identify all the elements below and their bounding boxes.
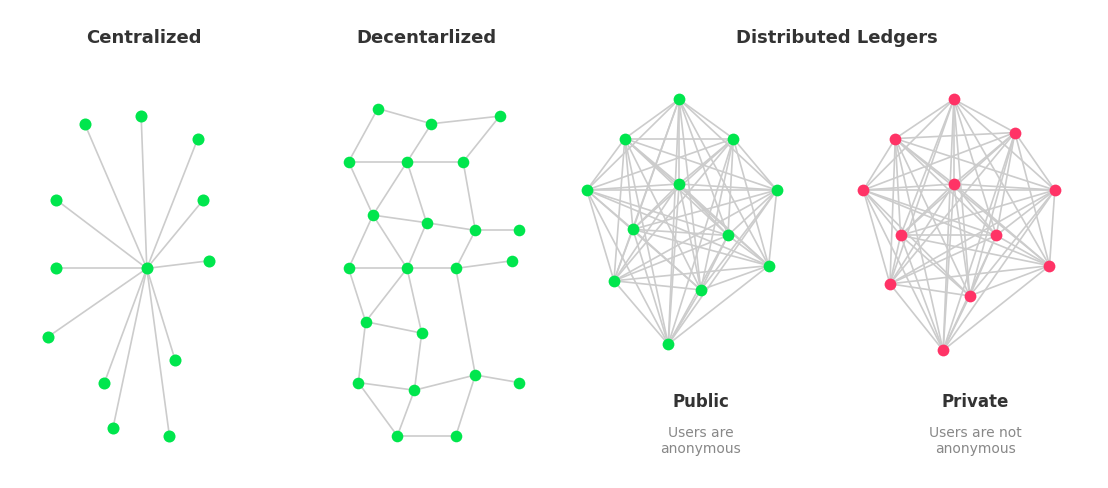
Point	[137, 264, 155, 272]
Point	[447, 264, 464, 272]
Point	[398, 158, 416, 166]
Point	[945, 180, 963, 188]
Point	[987, 231, 1005, 239]
Point	[398, 264, 416, 272]
Point	[389, 432, 407, 440]
Point	[892, 231, 910, 239]
Point	[691, 286, 709, 294]
Point	[616, 135, 634, 142]
Point	[132, 112, 150, 120]
Point	[447, 432, 464, 440]
Point	[369, 104, 387, 112]
Point	[961, 292, 978, 300]
Point	[670, 180, 688, 188]
Point	[406, 386, 423, 394]
Point	[934, 346, 952, 354]
Point	[945, 95, 963, 103]
Point	[413, 329, 431, 337]
Text: Private: Private	[942, 393, 1008, 411]
Point	[418, 219, 435, 226]
Point	[491, 112, 509, 120]
Point	[357, 318, 375, 325]
Point	[340, 158, 358, 166]
Point	[578, 186, 596, 194]
Point	[659, 341, 677, 348]
Point	[624, 225, 642, 233]
Point	[719, 231, 737, 239]
Point	[454, 158, 472, 166]
Point	[466, 371, 484, 379]
Point	[349, 379, 367, 386]
Point	[511, 226, 529, 234]
Point	[670, 95, 688, 103]
Text: Distributed Ledgers: Distributed Ledgers	[736, 29, 937, 46]
Point	[881, 280, 899, 288]
Point	[104, 425, 122, 432]
Point	[422, 120, 440, 128]
Text: Users are
anonymous: Users are anonymous	[660, 426, 741, 456]
Point	[605, 277, 623, 285]
Point	[201, 257, 218, 264]
Point	[365, 211, 382, 219]
Point	[188, 135, 206, 143]
Point	[166, 356, 184, 364]
Text: Decentarlized: Decentarlized	[357, 29, 496, 46]
Point	[503, 257, 521, 264]
Point	[1040, 262, 1058, 269]
Point	[466, 226, 484, 234]
Point	[1006, 129, 1024, 137]
Point	[95, 379, 113, 386]
Point	[725, 135, 742, 142]
Point	[48, 196, 65, 204]
Text: Public: Public	[673, 393, 729, 411]
Point	[75, 120, 93, 128]
Point	[760, 262, 778, 269]
Point	[161, 432, 178, 440]
Point	[39, 333, 57, 341]
Text: Users are not
anonymous: Users are not anonymous	[929, 426, 1022, 456]
Point	[768, 186, 786, 194]
Point	[511, 379, 529, 386]
Point	[1046, 186, 1064, 194]
Text: Centralized: Centralized	[86, 29, 202, 46]
Point	[340, 264, 358, 272]
Point	[886, 135, 904, 142]
Point	[194, 196, 212, 204]
Point	[48, 264, 65, 272]
Point	[854, 186, 872, 194]
